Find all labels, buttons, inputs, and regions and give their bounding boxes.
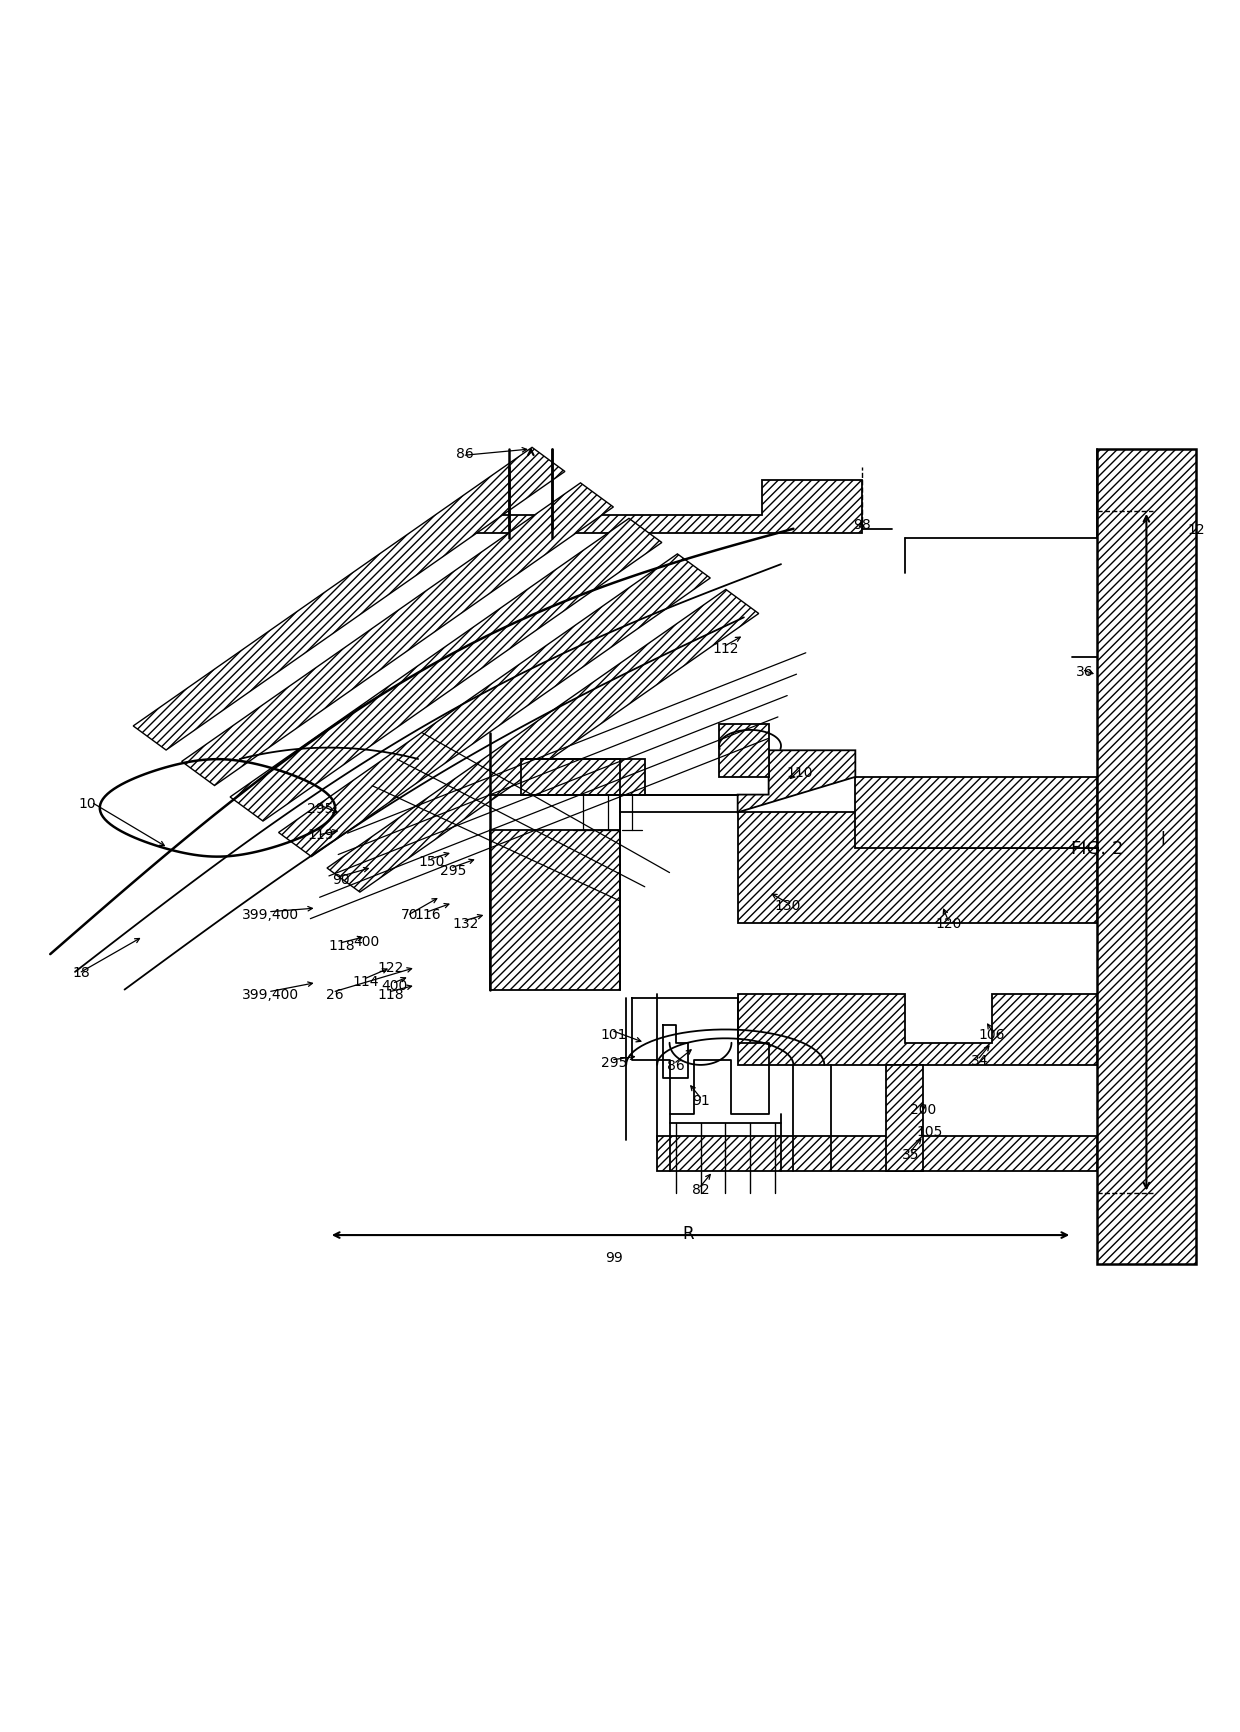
Text: 116: 116 [414,908,441,921]
Text: 400: 400 [353,934,379,949]
Polygon shape [738,812,1097,923]
Text: 35: 35 [903,1147,920,1160]
Text: 91: 91 [692,1093,709,1108]
Text: 36: 36 [1075,663,1094,679]
Text: 26: 26 [326,987,343,1001]
Polygon shape [1097,450,1195,1264]
Polygon shape [719,724,769,778]
Polygon shape [738,752,856,812]
Text: 90: 90 [332,873,350,887]
Text: R: R [682,1225,694,1242]
Text: 120: 120 [935,916,961,930]
Polygon shape [279,554,711,857]
Polygon shape [459,481,862,533]
Text: l: l [1161,830,1164,849]
Text: 82: 82 [692,1183,709,1197]
Text: 119: 119 [308,828,334,842]
Polygon shape [521,760,645,795]
Text: 18: 18 [72,965,91,979]
Polygon shape [856,778,1097,849]
Text: 295: 295 [440,864,466,878]
Text: 110: 110 [786,766,813,779]
Polygon shape [327,591,759,892]
Text: 105: 105 [916,1124,942,1138]
Text: 99: 99 [605,1251,622,1264]
Text: 122: 122 [378,961,404,975]
Text: 399,400: 399,400 [242,987,299,1001]
Polygon shape [231,520,662,821]
Text: 295: 295 [308,802,334,816]
Polygon shape [133,449,565,750]
Text: 10: 10 [78,797,97,811]
Text: 295: 295 [600,1055,627,1070]
Text: 114: 114 [353,973,379,989]
Text: 34: 34 [971,1053,988,1069]
Text: 106: 106 [978,1027,1004,1041]
Text: FIG. 2: FIG. 2 [1070,840,1123,857]
Text: 101: 101 [600,1027,627,1041]
Text: 86: 86 [667,1058,684,1072]
Text: 130: 130 [774,899,800,913]
Text: 150: 150 [419,854,445,868]
Text: 400: 400 [382,979,408,992]
Text: 118: 118 [377,987,404,1001]
Polygon shape [657,1136,1097,1171]
Text: 70: 70 [401,908,418,921]
Polygon shape [181,483,614,786]
Text: 12: 12 [1187,523,1205,537]
Polygon shape [887,1065,924,1171]
Text: 399,400: 399,400 [242,908,299,921]
Polygon shape [738,994,1097,1065]
Text: 98: 98 [853,518,870,532]
Text: 200: 200 [910,1103,936,1117]
Text: 112: 112 [712,643,739,656]
Polygon shape [490,831,620,991]
Text: 86: 86 [456,447,474,461]
Text: 118: 118 [329,939,355,953]
Text: 132: 132 [453,916,479,930]
